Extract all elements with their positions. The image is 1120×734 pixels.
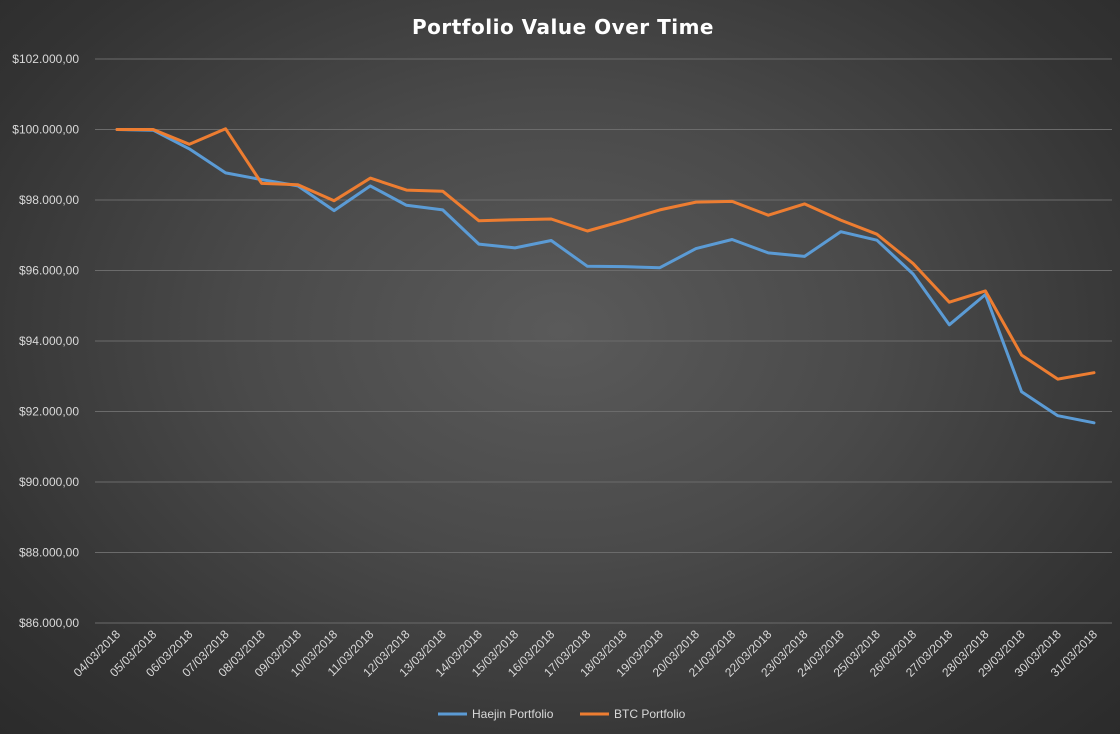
legend: Haejin Portfolio BTC Portfolio bbox=[438, 707, 686, 721]
y-tick-label: $90.000,00 bbox=[19, 475, 79, 489]
gridlines bbox=[95, 58, 1112, 624]
y-tick-label: $100.000,00 bbox=[12, 123, 79, 137]
y-tick-label: $86.000,00 bbox=[19, 616, 79, 630]
x-axis-ticks: 04/03/201805/03/201806/03/201807/03/2018… bbox=[71, 627, 1101, 680]
y-tick-label: $102.000,00 bbox=[12, 52, 79, 66]
y-tick-label: $92.000,00 bbox=[19, 405, 79, 419]
y-axis-ticks: $86.000,00 $88.000,00 $90.000,00 $92.000,00… bbox=[12, 52, 79, 630]
chart-title: Portfolio Value Over Time bbox=[412, 15, 714, 39]
legend-label-haejin: Haejin Portfolio bbox=[472, 707, 554, 721]
y-tick-label: $94.000,00 bbox=[19, 334, 79, 348]
y-tick-label: $96.000,00 bbox=[19, 264, 79, 278]
series-line-btc bbox=[115, 127, 1096, 381]
y-tick-label: $98.000,00 bbox=[19, 193, 79, 207]
y-tick-label: $88.000,00 bbox=[19, 546, 79, 560]
series-lines bbox=[115, 127, 1096, 425]
legend-label-btc: BTC Portfolio bbox=[614, 707, 686, 721]
series-line-haejin bbox=[115, 128, 1096, 425]
